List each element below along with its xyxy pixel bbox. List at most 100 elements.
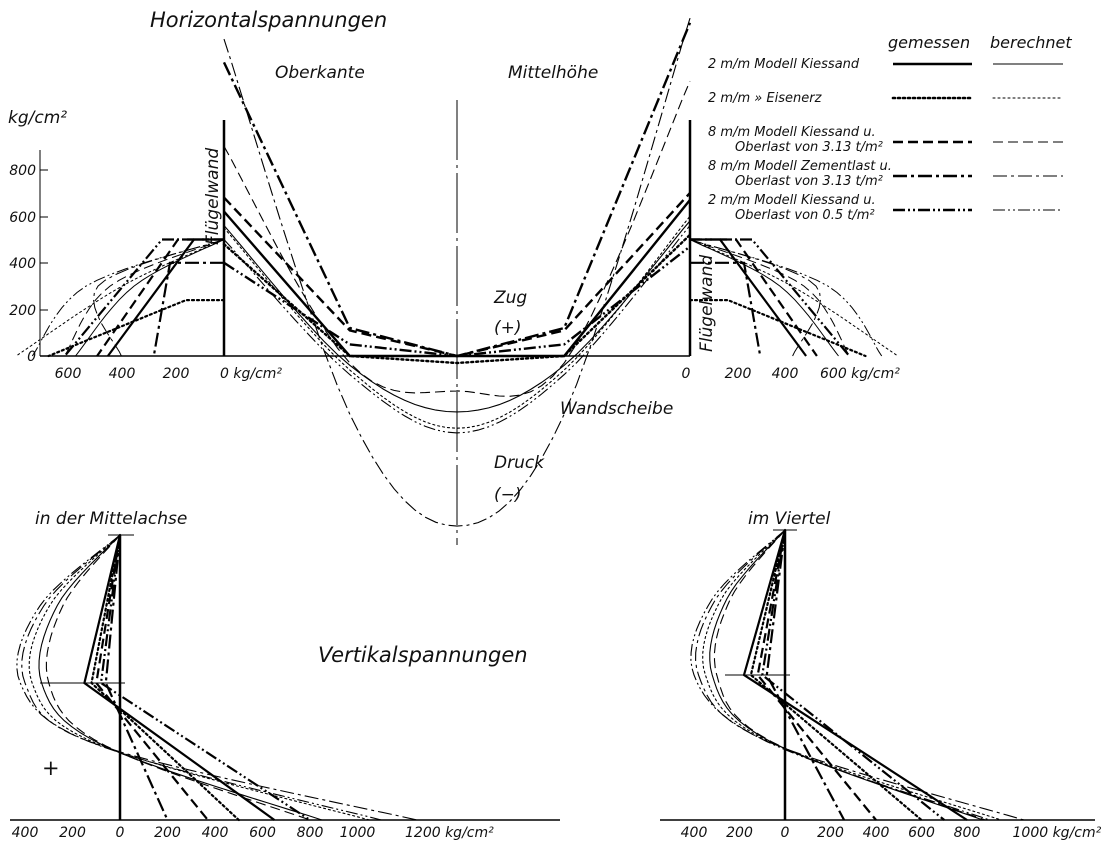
legend-header-calculated: berechnet bbox=[990, 33, 1072, 52]
horizontal-calculated-line bbox=[223, 225, 691, 434]
vertical-center-subtitle: in der Mittelachse bbox=[35, 509, 187, 529]
legend-entry-label: 2 m/m » Eisenerz bbox=[708, 91, 823, 106]
wall-load-left-measured bbox=[63, 238, 224, 357]
wall-load-right-calculated bbox=[689, 239, 850, 357]
wall-x-tick-right: 200 bbox=[725, 366, 752, 382]
vertical-calculated-line bbox=[28, 534, 370, 821]
wall-load-right-measured bbox=[690, 238, 851, 357]
y-axis: 800 600 400 200 0 bbox=[9, 150, 48, 365]
vertical-calculated-line bbox=[713, 529, 986, 821]
x-tick-label: 0 bbox=[781, 825, 790, 841]
wall-x-tick-left: 600 bbox=[55, 366, 82, 382]
tension-label: Zug bbox=[493, 288, 527, 308]
x-tick-label: 400 bbox=[681, 825, 708, 841]
horizontal-series-group bbox=[222, 18, 692, 527]
vertical-calculated-line bbox=[45, 534, 311, 821]
vertical-measured-line bbox=[756, 529, 877, 821]
wall-load-left-calculated bbox=[64, 239, 225, 357]
y-tick-label: 800 bbox=[9, 163, 36, 179]
vertical-measured-line bbox=[83, 534, 276, 821]
vertical-quarter-subtitle: im Viertel bbox=[748, 509, 831, 529]
wall-load-left-measured bbox=[96, 238, 224, 357]
horizontal-calculated-line bbox=[223, 215, 691, 429]
legend-entry-label-cont: Oberlast von 3.13 t/m² bbox=[735, 140, 883, 155]
vertical-calculated-line bbox=[695, 529, 1025, 821]
vertical-measured-line bbox=[104, 534, 169, 821]
vertical-calculated-line bbox=[690, 529, 990, 821]
x-tick-label: 400 bbox=[12, 825, 39, 841]
wall-x-tick-right: 0 bbox=[682, 366, 691, 382]
vertical-quarter-chart: im Viertel 400 200 0 200 400 600 800 1000 kg/cm… bbox=[660, 509, 1102, 841]
wall-x-tick-right: 600 kg/cm² bbox=[820, 366, 900, 382]
wall-x-tick-left: 400 bbox=[109, 366, 136, 382]
x-tick-label: 600 bbox=[249, 825, 276, 841]
legend-entry-label: 2 m/m Modell Kiessand bbox=[708, 57, 860, 72]
x-tick-label: 800 bbox=[954, 825, 981, 841]
x-tick-label: 200 bbox=[726, 825, 753, 841]
wall-load-left-calculated bbox=[31, 239, 225, 357]
horizontal-calculated-line bbox=[223, 220, 691, 413]
vertical-calculated-line bbox=[702, 529, 1002, 821]
wall-load-right-calculated bbox=[689, 239, 899, 357]
vertical-measured-line bbox=[749, 528, 923, 822]
horizontal-calculated-line bbox=[223, 18, 691, 527]
vertical-measured-line bbox=[99, 534, 311, 821]
horizontal-measured-line bbox=[222, 233, 692, 365]
region-label-left: Oberkante bbox=[275, 63, 365, 83]
x-tick-label: 0 bbox=[116, 825, 125, 841]
x-tick-label: 400 bbox=[863, 825, 890, 841]
x-tick-label: 1000 bbox=[340, 825, 376, 841]
web-label: Wandscheibe bbox=[560, 399, 673, 419]
vertical-measured-line bbox=[761, 529, 945, 821]
wall-load-right-calculated bbox=[689, 239, 839, 357]
horizontal-calculated-line bbox=[223, 80, 691, 397]
wall-load-right-calculated bbox=[689, 239, 822, 357]
horizontal-title: Horizontalspannungen bbox=[150, 8, 387, 32]
compression-label: Druck bbox=[494, 453, 545, 473]
legend-entry-label-cont: Oberlast von 0.5 t/m² bbox=[735, 208, 875, 223]
vertical-calculated-line bbox=[16, 534, 382, 821]
wing-wall-label-left: Flügelwand bbox=[203, 148, 223, 245]
legend-entry-label: 8 m/m Modell Zementlast u. bbox=[708, 159, 892, 174]
wing-wall-label-right: Flügelwand bbox=[697, 255, 717, 352]
y-tick-label: 400 bbox=[9, 256, 36, 272]
vertical-measured-line bbox=[90, 533, 240, 822]
x-tick-label: 200 bbox=[154, 825, 181, 841]
vertical-quarter-series-group bbox=[690, 528, 1025, 822]
x-tick-label: 200 bbox=[59, 825, 86, 841]
x-tick-label: 600 bbox=[908, 825, 935, 841]
vertical-measured-line bbox=[742, 529, 968, 821]
y-axis-unit: kg/cm² bbox=[8, 108, 67, 128]
wall-load-left-measured bbox=[152, 261, 224, 357]
legend-entries: 2 m/m Modell Kiessand 2 m/m » Eisenerz 8 m… bbox=[708, 57, 1064, 223]
x-tick-label: 400 bbox=[202, 825, 229, 841]
wall-x-tick-left: 0 kg/cm² bbox=[220, 366, 282, 382]
legend-entry-label-cont: Oberlast von 3.13 t/m² bbox=[735, 174, 883, 189]
sign-label: + bbox=[42, 756, 60, 780]
x-tick-label: 200 bbox=[817, 825, 844, 841]
x-tick-label: 800 bbox=[297, 825, 324, 841]
legend-header-measured: gemessen bbox=[888, 33, 970, 52]
x-tick-label: 1000 kg/cm² bbox=[1013, 825, 1102, 841]
y-tick-label: 0 bbox=[27, 349, 36, 365]
legend: gemessen berechnet 2 m/m Modell Kiessand… bbox=[708, 33, 1072, 223]
vertical-title: Vertikalspannungen bbox=[318, 643, 528, 667]
vertical-calculated-line bbox=[38, 534, 323, 821]
compression-sign: (−) bbox=[494, 485, 522, 505]
tension-sign: (+) bbox=[494, 318, 522, 338]
wall-load-left-calculated bbox=[92, 239, 225, 357]
x-tick-labels: 400 200 0 200 400 600 800 1000 kg/cm² bbox=[681, 825, 1102, 841]
vertical-measured-line bbox=[95, 534, 209, 821]
y-tick-label: 200 bbox=[9, 303, 36, 319]
wall-x-tick-right: 400 bbox=[772, 366, 799, 382]
legend-entry-label: 8 m/m Modell Kiessand u. bbox=[708, 125, 876, 140]
x-tick-label: 1200 kg/cm² bbox=[405, 825, 494, 841]
wall-x-tick-left: 200 bbox=[163, 366, 190, 382]
vertical-calculated-line bbox=[21, 534, 418, 821]
wall-load-right-measured bbox=[688, 299, 867, 358]
wall-load-left-calculated bbox=[15, 239, 225, 357]
horizontal-measured-line bbox=[223, 245, 691, 358]
wall-load-right-measured bbox=[690, 261, 762, 357]
legend-entry-label: 2 m/m Modell Kiessand u. bbox=[708, 193, 876, 208]
horizontal-stress-chart: Horizontalspannungen Oberkante Mittelhöh… bbox=[8, 8, 900, 545]
